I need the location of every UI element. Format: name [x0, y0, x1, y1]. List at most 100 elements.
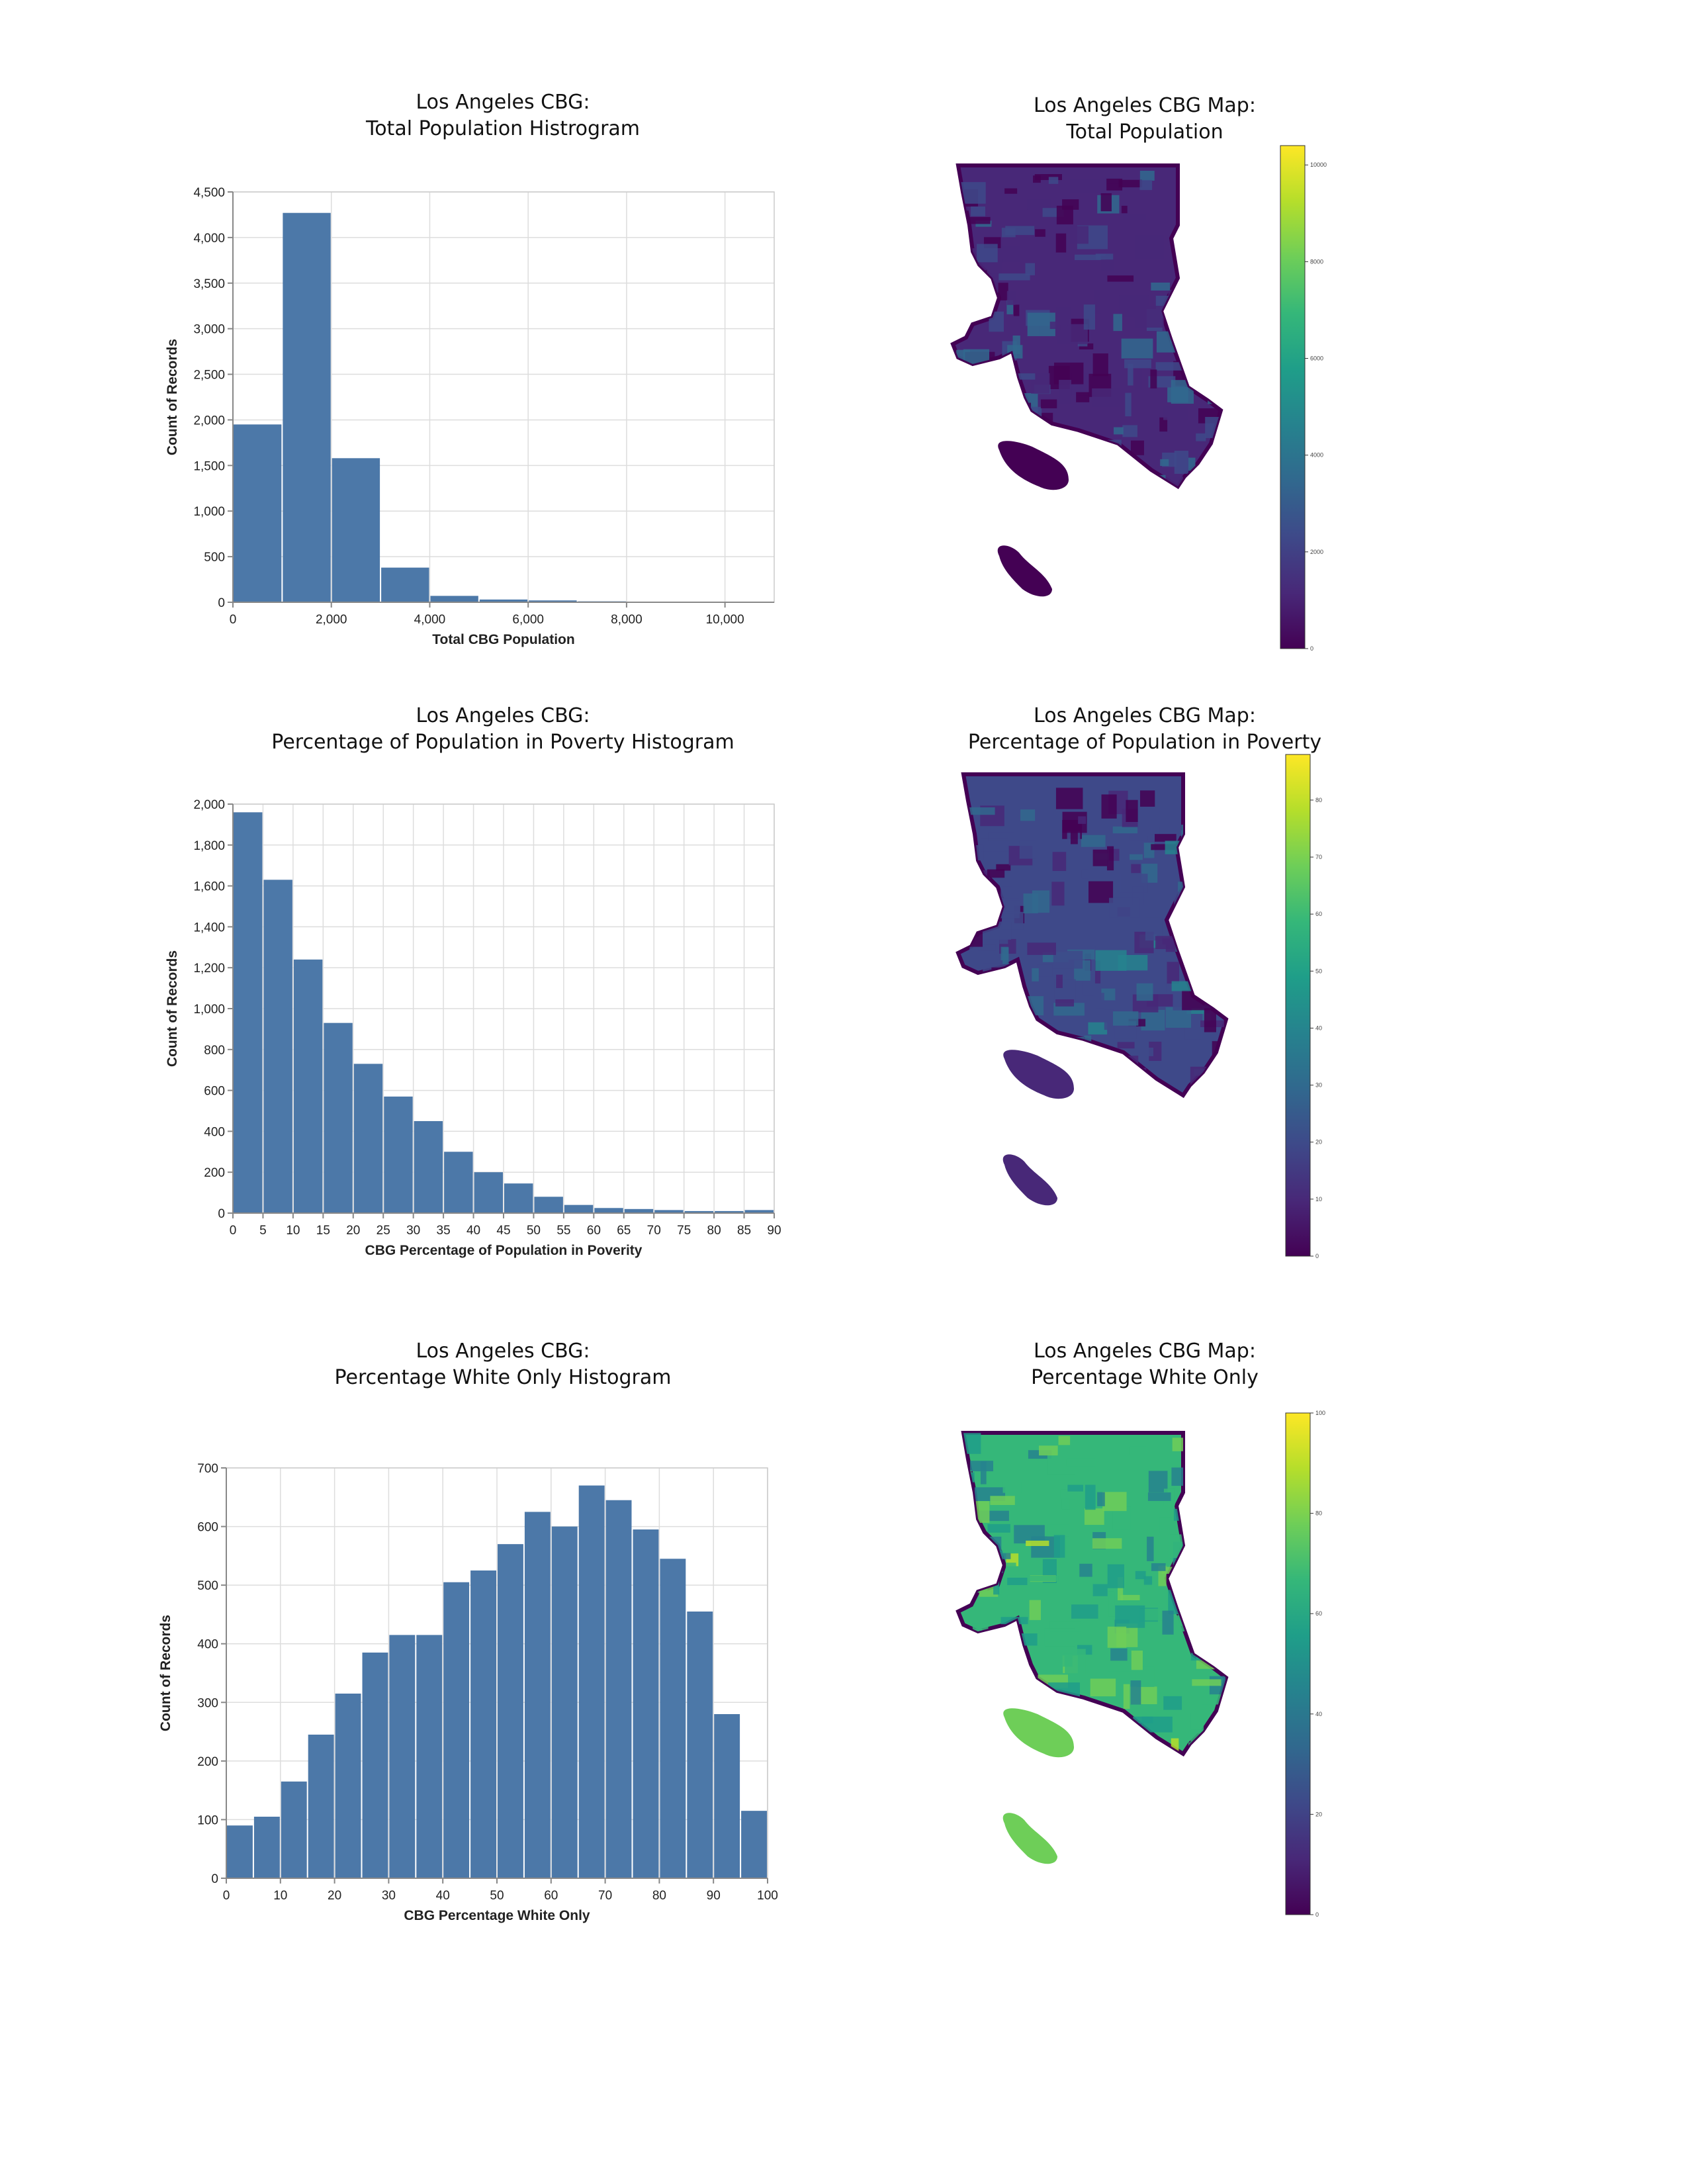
histogram-bar: [335, 1694, 361, 1878]
cbg-block: [1014, 1525, 1045, 1544]
histogram-bar: [234, 424, 282, 602]
cbg-block: [1081, 835, 1106, 847]
cbg-block: [1106, 1725, 1119, 1745]
cbg-block: [1110, 1648, 1128, 1661]
map-3-choropleth: 0 20 40 60 80 100: [955, 1410, 1325, 1918]
histogram-bar: [381, 567, 429, 602]
cbg-block: [981, 838, 1008, 852]
cbg-block: [1131, 864, 1141, 874]
cbg-block: [1188, 457, 1196, 471]
histogram-bar: [227, 1825, 253, 1878]
cbg-block: [1039, 1445, 1058, 1456]
cbg-block: [1027, 1679, 1036, 1692]
colorbar-tick-label: 10000: [1310, 161, 1327, 168]
histogram-bar: [234, 812, 263, 1213]
histogram-bar: [715, 1210, 744, 1213]
cbg-block: [1118, 179, 1142, 188]
cbg-block: [1147, 1492, 1171, 1501]
colorbar-tick-label: 60: [1315, 1610, 1322, 1617]
cbg-block: [1100, 193, 1112, 212]
cbg-block: [1081, 869, 1088, 879]
cbg-block: [971, 1544, 997, 1561]
y-tick-label: 200: [204, 1166, 225, 1180]
cbg-block: [1165, 1007, 1192, 1028]
map-2-choropleth: 0 10 20 30 40 50 60 70 80: [955, 754, 1322, 1259]
histogram-bar: [281, 1781, 307, 1878]
cbg-block: [1056, 205, 1073, 225]
cbg-block: [1076, 392, 1090, 402]
x-tick-label: 100: [757, 1889, 778, 1903]
histogram-bar: [714, 1714, 740, 1878]
cbg-block: [1192, 1608, 1222, 1617]
y-tick-label: 2,500: [193, 369, 225, 383]
x-tick-label: 65: [617, 1224, 631, 1238]
cbg-block: [1194, 1533, 1214, 1542]
x-tick-label: 0: [223, 1889, 230, 1903]
cbg-block: [964, 807, 995, 815]
cbg-block: [972, 1558, 979, 1567]
chart-1-title: Los Angeles CBG: Total Population Histro…: [265, 89, 741, 142]
cbg-block: [971, 1559, 984, 1569]
cbg-block: [1092, 353, 1108, 377]
x-tick-label: 90: [707, 1889, 721, 1903]
x-tick-label: 45: [496, 1224, 510, 1238]
cbg-block: [1139, 171, 1155, 181]
colorbar: [1285, 1412, 1311, 1915]
cbg-block: [959, 1732, 989, 1749]
cbg-block: [1151, 827, 1160, 835]
cbg-block: [1029, 1600, 1041, 1620]
cbg-block: [1075, 1717, 1094, 1723]
cbg-block: [967, 1559, 986, 1585]
histogram-bar: [332, 458, 380, 602]
y-axis-label: Count of Records: [165, 950, 180, 1067]
cbg-block: [1160, 459, 1169, 467]
cbg-block: [1090, 1678, 1116, 1697]
histogram-bar: [529, 600, 577, 602]
map-1-title: Los Angeles CBG Map: Total Population: [907, 93, 1383, 146]
cbg-block: [990, 1496, 1015, 1506]
cbg-block: [989, 1662, 997, 1678]
cbg-block: [1178, 1596, 1204, 1607]
histogram-bar: [474, 1172, 503, 1213]
colorbar-tick-label: 4000: [1310, 452, 1323, 459]
y-tick-label: 4,000: [193, 232, 225, 246]
cbg-block: [1070, 226, 1088, 244]
cbg-block: [1027, 198, 1052, 210]
x-tick-label: 40: [436, 1889, 450, 1903]
cbg-block: [1095, 253, 1114, 260]
cbg-block: [1040, 399, 1057, 408]
x-tick-label: 0: [230, 613, 237, 627]
cbg-block: [1096, 993, 1104, 1009]
cbg-block: [1136, 983, 1153, 1001]
cbg-block: [1130, 1446, 1147, 1455]
chart-1-title-line-1: Los Angeles CBG:: [416, 91, 590, 114]
cbg-block: [965, 216, 991, 224]
colorbar-tick-label: 20: [1315, 1811, 1322, 1817]
y-tick-label: 500: [204, 551, 225, 565]
histogram-bar: [479, 599, 528, 602]
colorbar-tick-label: 70: [1315, 854, 1322, 860]
cbg-block: [977, 244, 998, 263]
cbg-block: [1135, 1570, 1146, 1580]
colorbar-tick-label: 50: [1315, 968, 1322, 974]
x-tick-label: 2,000: [316, 613, 347, 627]
cbg-block: [964, 1668, 979, 1691]
cbg-block: [1154, 834, 1177, 842]
cbg-block: [1150, 369, 1157, 388]
map-2-title: Los Angeles CBG Map: Percentage of Popul…: [887, 703, 1403, 756]
colorbar-tick-label: 40: [1315, 1024, 1322, 1031]
y-tick-label: 1,500: [193, 459, 225, 473]
cbg-block: [1112, 826, 1137, 834]
cbg-block: [1192, 1679, 1222, 1686]
histogram-bar: [741, 1811, 767, 1878]
histogram-bar: [470, 1570, 496, 1878]
cbg-block: [1171, 1738, 1179, 1753]
chart-1-histogram: 0 500 1,000 1,500 2,000 2,500 3,000 3,500 4,000 4…: [165, 186, 775, 647]
cbg-block: [1094, 960, 1101, 983]
cbg-block: [1187, 1519, 1208, 1528]
cbg-block: [1019, 840, 1036, 859]
chart-3-title-line-2: Percentage White Only Histogram: [334, 1366, 672, 1389]
chart-2-title-line-1: Los Angeles CBG:: [416, 704, 590, 727]
cbg-block: [1199, 1464, 1215, 1484]
x-tick-label: 70: [598, 1889, 612, 1903]
